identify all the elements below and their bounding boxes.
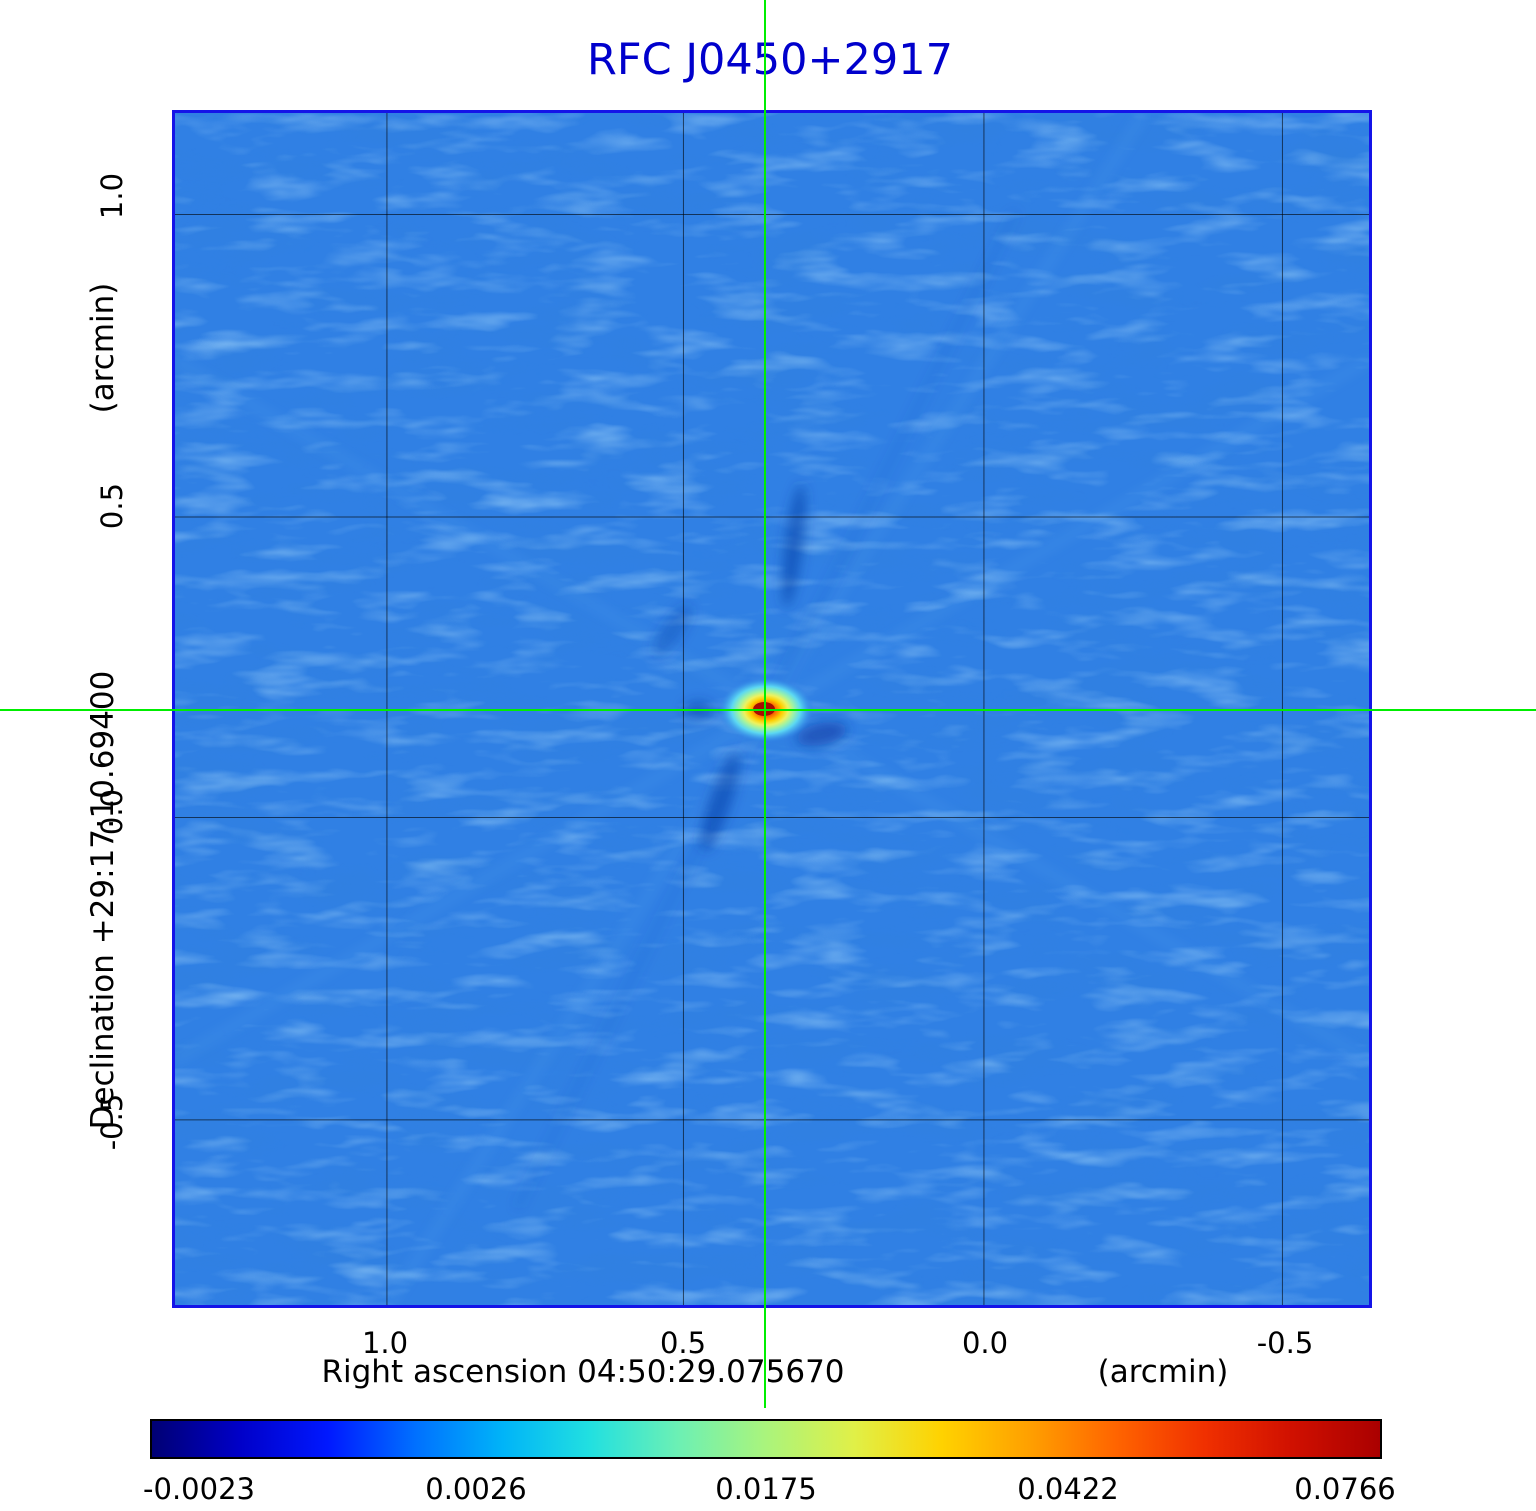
plot-title: RFC J0450+2917 [587, 35, 953, 85]
colorbar-gradient [152, 1421, 1380, 1457]
colorbar-tick-2: 0.0175 [715, 1472, 817, 1506]
y-tick-1: 0.5 [95, 482, 129, 530]
colorbar-tick-0: -0.0023 [143, 1472, 255, 1506]
x-axis-name-label: Right ascension 04:50:29.075670 [321, 1354, 845, 1390]
x-tick-1: 0.5 [659, 1326, 707, 1360]
x-tick-0: 1.0 [361, 1326, 409, 1360]
x-tick-3: -0.5 [1256, 1326, 1314, 1360]
crosshair-vertical-line [764, 0, 766, 1408]
colorbar [150, 1419, 1382, 1459]
x-axis-unit-label: (arcmin) [1097, 1354, 1229, 1390]
x-tick-2: 0.0 [961, 1326, 1009, 1360]
colorbar-tick-1: 0.0026 [425, 1472, 527, 1506]
colorbar-tick-4: 0.0766 [1294, 1472, 1396, 1506]
y-tick-0: 1.0 [95, 172, 129, 220]
y-axis-name-label: Declination +29:17:10.69400 [85, 670, 121, 1130]
y-axis-unit-label: (arcmin) [85, 282, 121, 414]
sidelobe-streaks [653, 484, 848, 851]
colorbar-tick-3: 0.0422 [1017, 1472, 1119, 1506]
crosshair-horizontal-line [0, 709, 1536, 711]
